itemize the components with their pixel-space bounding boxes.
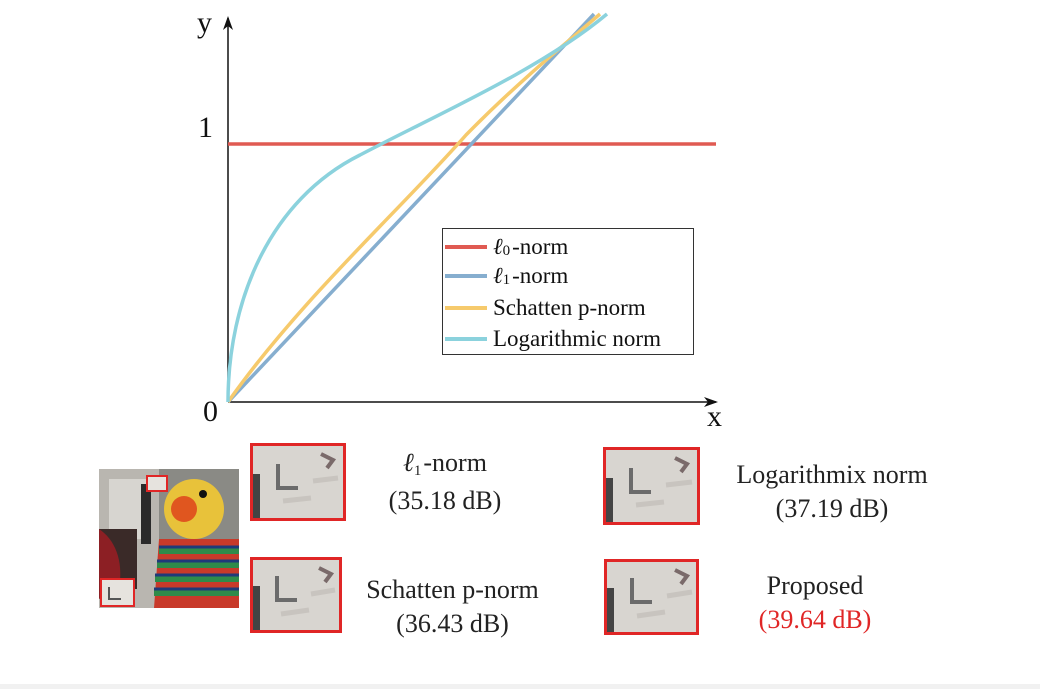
crop-schatten-p-norm-detail — [253, 560, 339, 630]
legend-entry-l0-subscript: 0 — [502, 242, 511, 259]
legend-entry-l0-label: -norm — [512, 234, 569, 259]
legend-entry-l0-prefix: ℓ — [493, 234, 503, 259]
crop-logarithmic-norm-detail — [606, 450, 697, 522]
legend-entry-l0: ℓ 0 -norm — [445, 232, 568, 262]
caption-logarithmic-norm-psnr: (37.19 dB) — [775, 494, 889, 523]
legend-entry-l1: ℓ 1 -norm — [445, 261, 568, 291]
caption-l1-norm-suffix: -norm — [423, 448, 487, 477]
legend-swatch-schatten — [445, 306, 487, 310]
caption-l1-norm: ℓ1-norm (35.18 dB) — [355, 446, 535, 518]
caption-proposed-name: Proposed — [766, 571, 864, 600]
y-tick-label-1: 1 — [198, 111, 213, 144]
caption-proposed-psnr: (39.64 dB) — [758, 605, 872, 634]
caption-l1-norm-subscript: 1 — [413, 463, 422, 479]
legend-entry-l1-subscript: 1 — [502, 271, 511, 288]
caption-proposed: Proposed (39.64 dB) — [735, 569, 895, 637]
photo-illustration — [99, 469, 239, 608]
y-axis-label: y — [197, 6, 212, 39]
crop-proposed — [604, 559, 699, 635]
caption-l1-norm-name: ℓ1-norm — [355, 446, 535, 484]
norm-curves-plot: y 1 0 x — [197, 6, 722, 430]
caption-logarithmic-norm-name: Logarithmix norm — [736, 460, 928, 489]
caption-l1-norm-psnr: (35.18 dB) — [388, 486, 502, 515]
caption-schatten-p-norm: Schatten p-norm (36.43 dB) — [345, 573, 560, 641]
origin-label: 0 — [203, 395, 218, 428]
legend-swatch-logarithmic — [445, 337, 487, 341]
legend-swatch-l1 — [445, 274, 487, 278]
legend-swatch-l0 — [445, 245, 487, 249]
x-axis-label: x — [707, 400, 722, 430]
crop-logarithmic-norm — [603, 447, 700, 525]
crop-l1-norm-detail — [253, 446, 343, 518]
l1-norm-curve — [226, 12, 596, 404]
legend-entry-logarithmic-label: Logarithmic norm — [493, 326, 661, 351]
legend-entry-schatten: Schatten p-norm — [445, 293, 646, 323]
crop-schatten-p-norm — [250, 557, 342, 633]
caption-schatten-p-norm-psnr: (36.43 dB) — [396, 609, 509, 638]
caption-schatten-p-norm-name: Schatten p-norm — [366, 575, 539, 604]
legend-entry-l1-label: -norm — [512, 263, 569, 288]
logarithmic-norm-curve — [226, 12, 609, 403]
caption-logarithmic-norm: Logarithmix norm (37.19 dB) — [712, 458, 952, 526]
legend-entry-l1-prefix: ℓ — [493, 263, 503, 288]
legend-entry-schatten-label: Schatten p-norm — [493, 295, 646, 320]
legend: ℓ 0 -norm ℓ 1 -norm Schatten p-norm Logarith… — [442, 228, 694, 355]
bottom-border-strip — [0, 684, 1040, 689]
caption-l1-norm-prefix: ℓ — [403, 448, 414, 477]
crop-l1-norm — [250, 443, 346, 521]
crop-proposed-detail — [607, 562, 696, 632]
legend-entry-logarithmic: Logarithmic norm — [445, 324, 661, 354]
source-photo — [99, 469, 239, 608]
